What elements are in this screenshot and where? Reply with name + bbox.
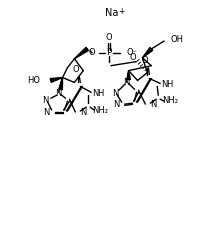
Text: Na: Na (105, 8, 118, 18)
Text: N: N (160, 80, 167, 89)
Text: O: O (72, 65, 78, 74)
Text: O: O (140, 56, 147, 65)
Text: +: + (118, 7, 124, 16)
Text: H: H (165, 80, 172, 89)
Polygon shape (126, 71, 130, 79)
Text: N: N (80, 108, 86, 117)
Polygon shape (74, 47, 88, 59)
Text: O: O (88, 48, 95, 57)
Polygon shape (59, 78, 62, 90)
Text: N: N (55, 89, 61, 98)
Text: N: N (123, 78, 129, 87)
Text: N: N (42, 96, 49, 105)
Text: OH: OH (169, 35, 182, 44)
Text: N: N (150, 100, 156, 109)
Text: NH₂: NH₂ (92, 106, 108, 115)
Text: N: N (92, 89, 98, 98)
Text: NH₂: NH₂ (161, 96, 177, 105)
Text: H: H (97, 89, 103, 98)
Text: HO: HO (27, 76, 40, 85)
Text: P: P (106, 48, 111, 57)
Text: N: N (43, 108, 50, 117)
Polygon shape (50, 78, 62, 82)
Text: N: N (111, 89, 118, 98)
Text: O⁻: O⁻ (126, 48, 137, 57)
Text: N: N (113, 100, 119, 109)
Polygon shape (142, 48, 152, 58)
Text: O: O (105, 33, 112, 42)
Text: O: O (129, 53, 135, 62)
